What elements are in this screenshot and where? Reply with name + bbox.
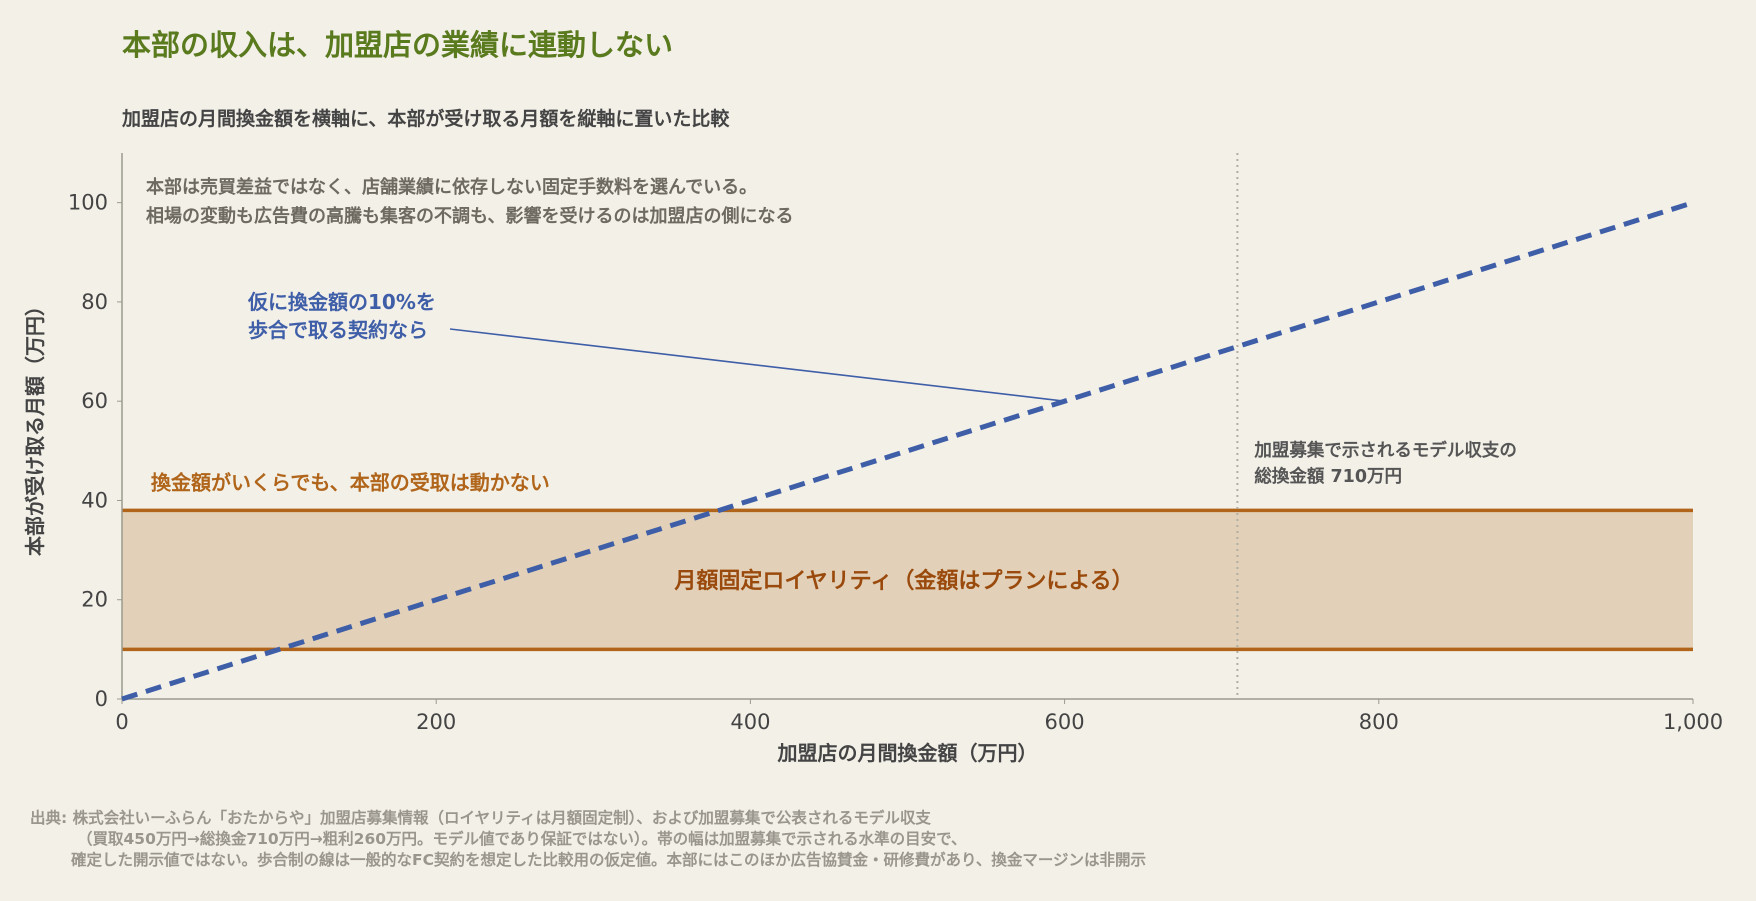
callout-leader-line	[449, 328, 1065, 402]
source-line: 出典: 株式会社いーふらん「おたからや」加盟店募集情報（ロイヤリティは月額固定制…	[30, 809, 931, 827]
royalty-band	[122, 510, 1693, 650]
y-tick-label: 100	[68, 191, 108, 215]
y-tick-label: 0	[95, 687, 108, 711]
y-tick-label: 40	[81, 488, 108, 512]
y-axis-label: 本部が受け取る月額（万円）	[23, 296, 47, 556]
band-label: 月額固定ロイヤリティ（金額はプランによる）	[673, 568, 1133, 594]
x-tick-label: 1,000	[1663, 710, 1723, 734]
callout-label-line: 歩合で取る契約なら	[248, 318, 428, 342]
model-total-label-line: 加盟募集で示されるモデル収支の	[1253, 440, 1517, 461]
callout-label: 仮に換金額の10%を 歩合で取る契約なら	[247, 290, 443, 342]
x-tick-label: 400	[730, 710, 770, 734]
chart-subtitle: 加盟店の月間換金額を横軸に、本部が受け取る月額を縦軸に置いた比較	[122, 108, 730, 130]
context-note-line: 本部は売買差益ではなく、店舗業績に依存しない固定手数料を選んでいる。	[146, 176, 757, 198]
context-note-line: 相場の変動も広告費の高騰も集客の不調も、影響を受けるのは加盟店の側になる	[146, 205, 793, 227]
context-note: 本部は売買差益ではなく、店舗業績に依存しない固定手数料を選んでいる。 相場の変動…	[146, 176, 793, 227]
x-axis-label: 加盟店の月間換金額（万円）	[777, 741, 1038, 765]
y-tick-label: 20	[81, 588, 108, 612]
y-ticks: 0 20 40 60 80 100	[68, 191, 122, 711]
x-tick-label: 600	[1045, 710, 1085, 734]
callout-label-line: 仮に換金額の10%を	[247, 290, 436, 314]
source-note: 出典: 株式会社いーふらん「おたからや」加盟店募集情報（ロイヤリティは月額固定制…	[30, 808, 1146, 871]
chart-title: 本部の収入は、加盟店の業績に連動しない	[122, 28, 674, 62]
model-total-label-line: 総換金額 710万円	[1254, 466, 1402, 487]
chart-canvas: 月額固定ロイヤリティ（金額はプランによる） 換金額がいくらでも、本部の受取は動か…	[23, 153, 1723, 765]
band-top-label: 換金額がいくらでも、本部の受取は動かない	[151, 470, 550, 494]
source-line: 確定した開示値ではない。歩合制の線は一般的なFC契約を想定した比較用の仮定値。本…	[71, 851, 1147, 869]
source-line: （買取450万円→総換金710万円→粗利260万円。モデル値であり保証ではない）…	[77, 830, 967, 848]
x-tick-label: 200	[416, 710, 456, 734]
y-tick-label: 80	[81, 290, 108, 314]
y-tick-label: 60	[81, 389, 108, 413]
x-tick-label: 800	[1359, 710, 1399, 734]
x-tick-label: 0	[115, 710, 128, 734]
model-total-label: 加盟募集で示されるモデル収支の 総換金額 710万円	[1253, 440, 1523, 487]
x-ticks: 0 200 400 600 800 1,000	[115, 699, 1723, 734]
